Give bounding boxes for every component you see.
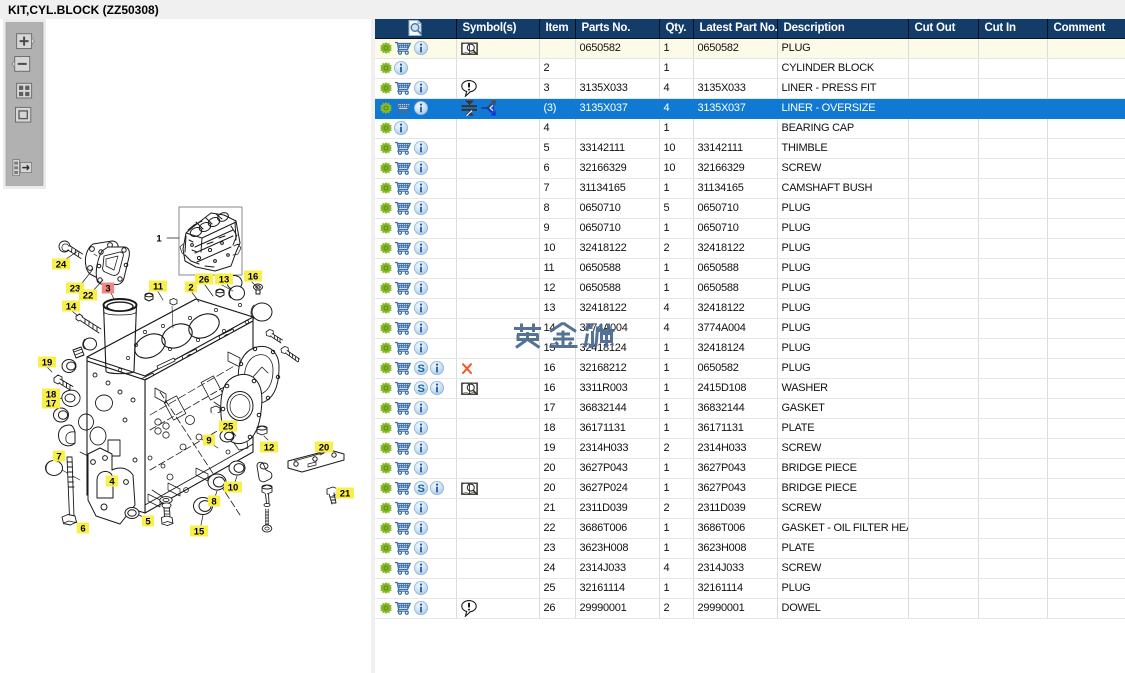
- svg-text:14: 14: [66, 302, 77, 313]
- svg-text:26: 26: [199, 275, 210, 286]
- svg-text:8: 8: [211, 497, 216, 508]
- svg-text:4: 4: [109, 477, 115, 488]
- svg-text:13: 13: [219, 275, 230, 286]
- svg-text:24: 24: [56, 260, 67, 271]
- svg-text:15: 15: [194, 527, 205, 538]
- svg-text:9: 9: [206, 436, 211, 447]
- svg-text:11: 11: [153, 282, 164, 293]
- svg-text:25: 25: [223, 422, 234, 433]
- svg-text:3: 3: [105, 284, 110, 295]
- svg-text:20: 20: [319, 443, 330, 454]
- svg-text:18: 18: [46, 390, 57, 401]
- svg-text:1: 1: [156, 234, 162, 245]
- svg-text:23: 23: [70, 284, 81, 295]
- svg-text:16: 16: [248, 272, 259, 283]
- svg-text:17: 17: [46, 399, 57, 410]
- svg-text:22: 22: [83, 291, 94, 302]
- svg-text:7: 7: [56, 452, 61, 463]
- svg-text:6: 6: [80, 524, 85, 535]
- svg-text:19: 19: [42, 358, 53, 369]
- svg-text:5: 5: [145, 517, 151, 528]
- svg-text:21: 21: [340, 489, 351, 500]
- svg-text:10: 10: [228, 483, 239, 494]
- svg-text:12: 12: [264, 443, 275, 454]
- svg-text:2: 2: [188, 283, 193, 294]
